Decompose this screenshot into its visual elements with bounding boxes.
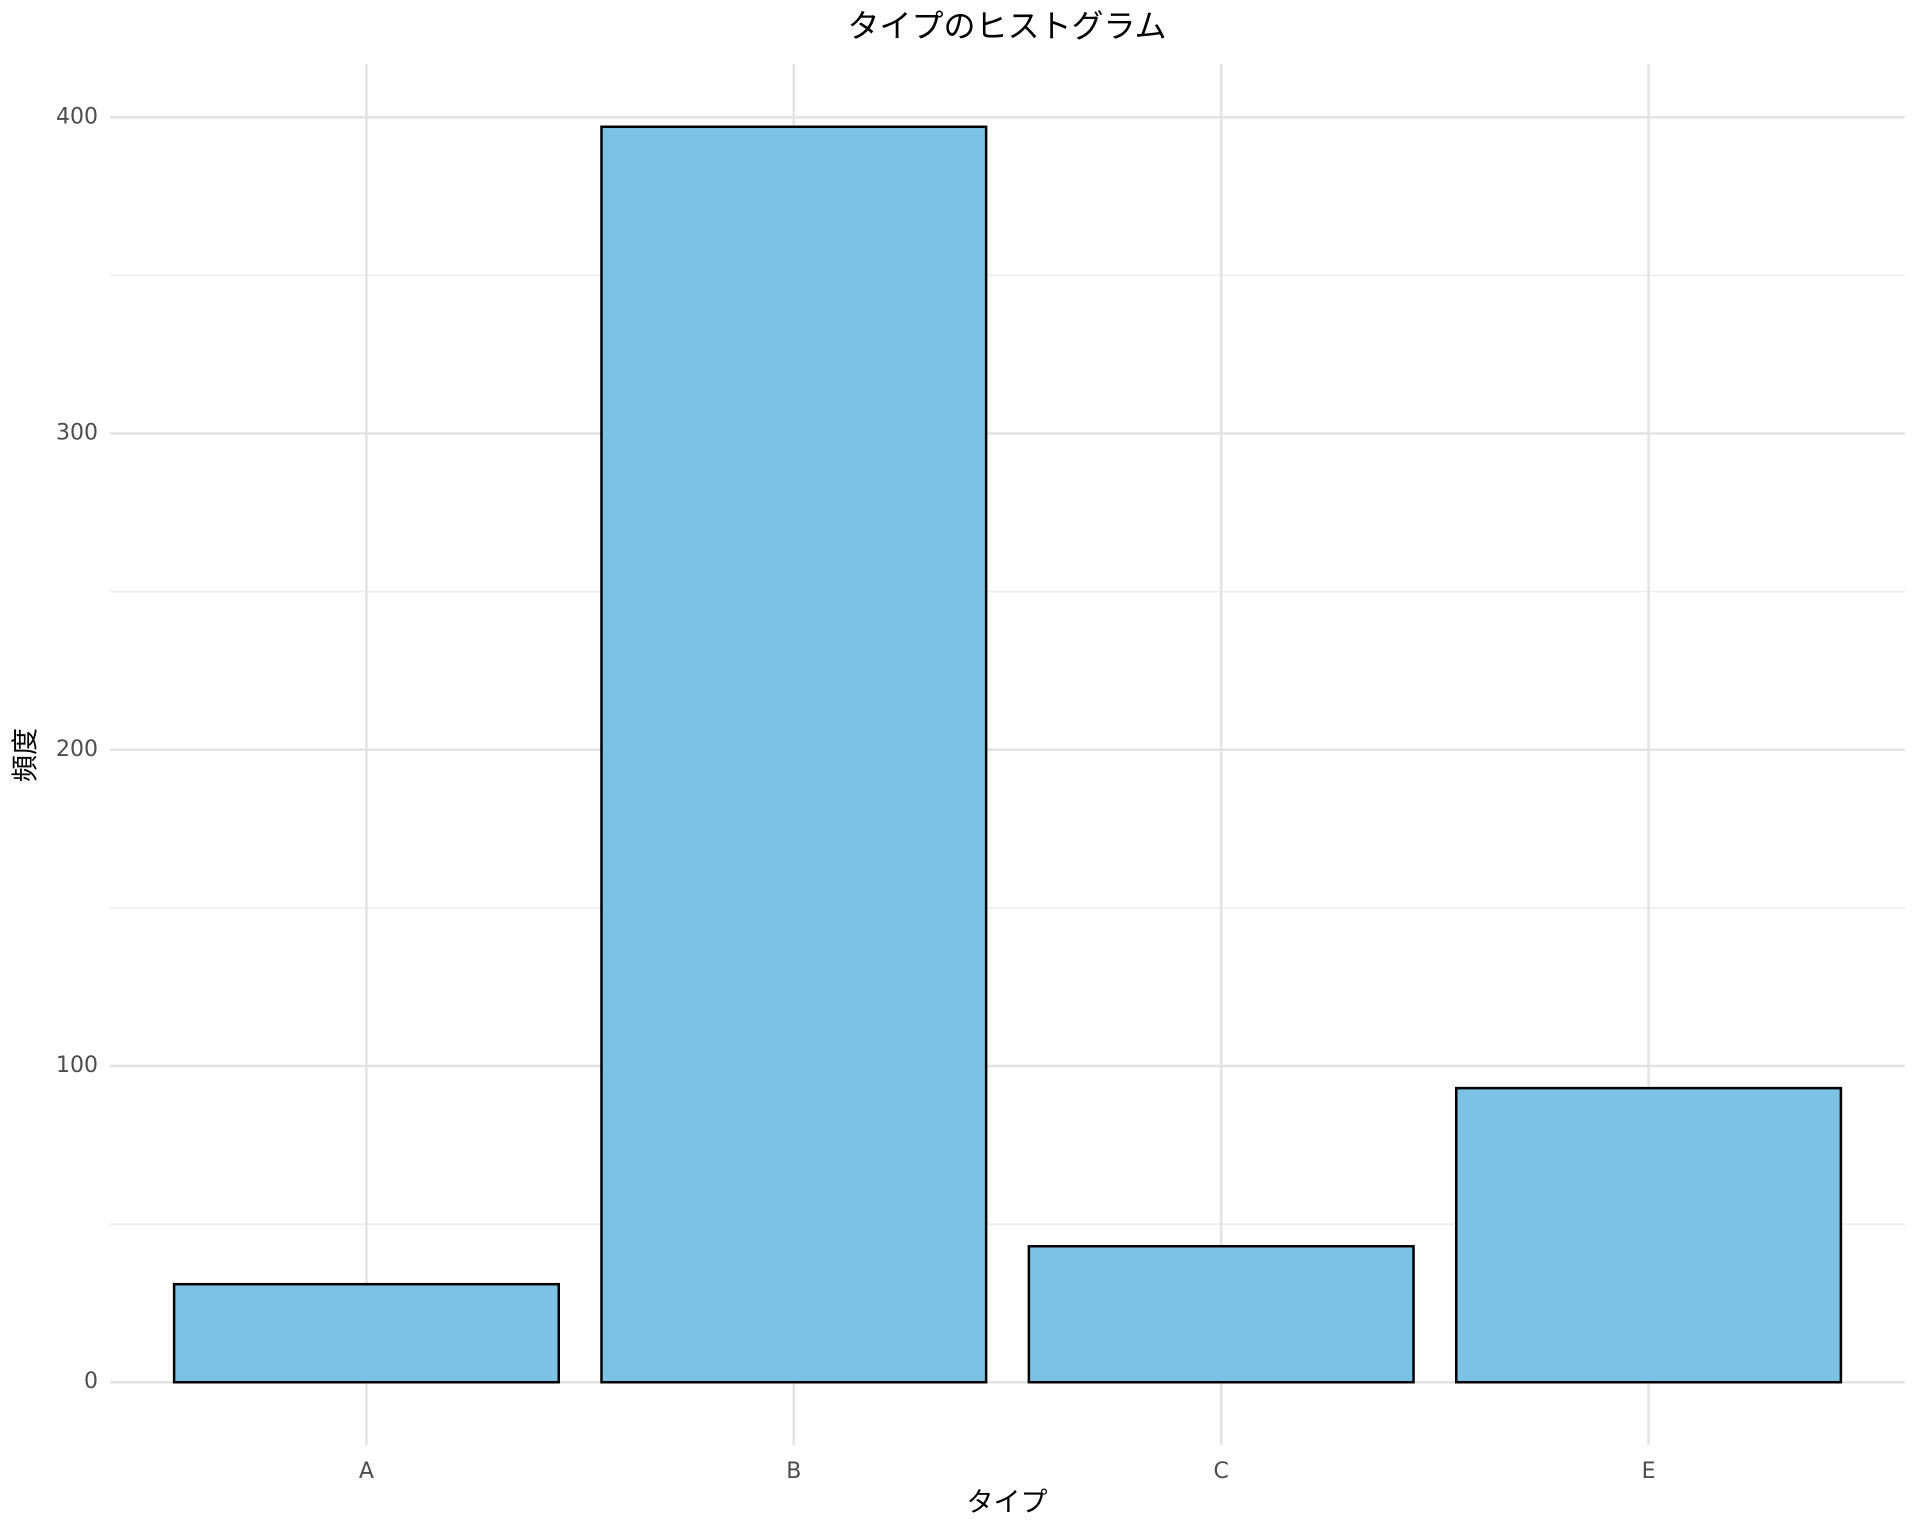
x-axis-title: タイプ bbox=[967, 1488, 1048, 1519]
x-tick-label: A bbox=[359, 1459, 374, 1484]
x-tick-label: B bbox=[786, 1459, 801, 1484]
y-tick-label: 200 bbox=[56, 737, 98, 762]
y-tick-label: 400 bbox=[56, 104, 98, 129]
x-tick-label: C bbox=[1214, 1459, 1229, 1484]
x-tick-label: E bbox=[1642, 1459, 1656, 1484]
chart-title: タイプのヒストグラム bbox=[847, 7, 1166, 45]
bar bbox=[1027, 1244, 1415, 1384]
bar bbox=[172, 1282, 560, 1384]
y-tick-label: 300 bbox=[56, 421, 98, 446]
y-tick-label: 100 bbox=[56, 1053, 98, 1078]
bar bbox=[600, 125, 988, 1384]
y-tick-label: 0 bbox=[84, 1369, 98, 1394]
y-axis-title: 頻度 bbox=[11, 728, 42, 782]
bar bbox=[1455, 1086, 1843, 1384]
